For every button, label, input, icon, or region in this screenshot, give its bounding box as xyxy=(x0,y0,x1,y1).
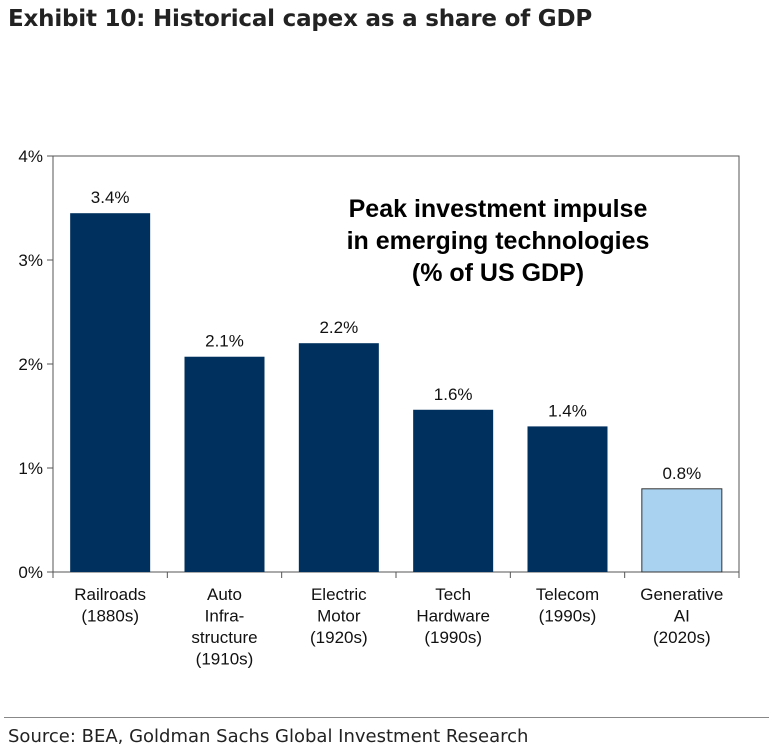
source-note: Source: BEA, Goldman Sachs Global Invest… xyxy=(8,726,529,747)
x-tick-label: (1880s) xyxy=(81,607,139,626)
bar xyxy=(527,426,608,572)
x-tick-label: (1910s) xyxy=(196,650,254,669)
source-divider xyxy=(4,717,769,718)
y-tick-label: 3% xyxy=(18,251,43,270)
chart-title: Exhibit 10: Historical capex as a share … xyxy=(8,6,593,32)
x-tick-label: Hardware xyxy=(416,607,490,626)
x-tick-label: (2020s) xyxy=(653,628,711,647)
bar xyxy=(641,488,723,573)
x-tick-label: (1920s) xyxy=(310,628,368,647)
x-tick-label: Electric xyxy=(311,585,367,604)
x-tick-label: Railroads xyxy=(74,585,146,604)
bar xyxy=(413,409,494,572)
x-tick-label: Generative xyxy=(640,585,723,604)
data-label: 2.2% xyxy=(319,318,358,337)
chart-annotation: in emerging technologies xyxy=(347,227,650,255)
data-label: 3.4% xyxy=(91,188,130,207)
bar xyxy=(184,356,265,572)
x-tick-label: (1990s) xyxy=(424,628,482,647)
x-tick-label: Auto xyxy=(207,585,242,604)
x-tick-label: AI xyxy=(674,607,690,626)
y-tick-label: 4% xyxy=(18,147,43,166)
x-tick-label: Infra- xyxy=(205,607,245,626)
y-tick-label: 0% xyxy=(18,563,43,582)
data-label: 1.4% xyxy=(548,401,587,420)
data-label: 0.8% xyxy=(662,464,701,483)
x-tick-label: structure xyxy=(191,628,257,647)
data-label: 2.1% xyxy=(205,332,244,351)
bar xyxy=(70,213,151,572)
chart-annotation: Peak investment impulse xyxy=(349,195,648,223)
y-tick-label: 1% xyxy=(18,459,43,478)
x-tick-label: Motor xyxy=(317,607,361,626)
x-tick-label: (1990s) xyxy=(539,607,597,626)
data-label: 1.6% xyxy=(434,385,473,404)
y-tick-label: 2% xyxy=(18,355,43,374)
bar-chart: 0% 1% 2% 3% 4% 3.4% Railroads (1880s) 2.1% Auto In… xyxy=(18,147,740,669)
bar xyxy=(298,343,379,572)
chart-annotation: (% of US GDP) xyxy=(412,259,584,287)
x-tick-label: Tech xyxy=(435,585,471,604)
x-tick-label: Telecom xyxy=(536,585,599,604)
